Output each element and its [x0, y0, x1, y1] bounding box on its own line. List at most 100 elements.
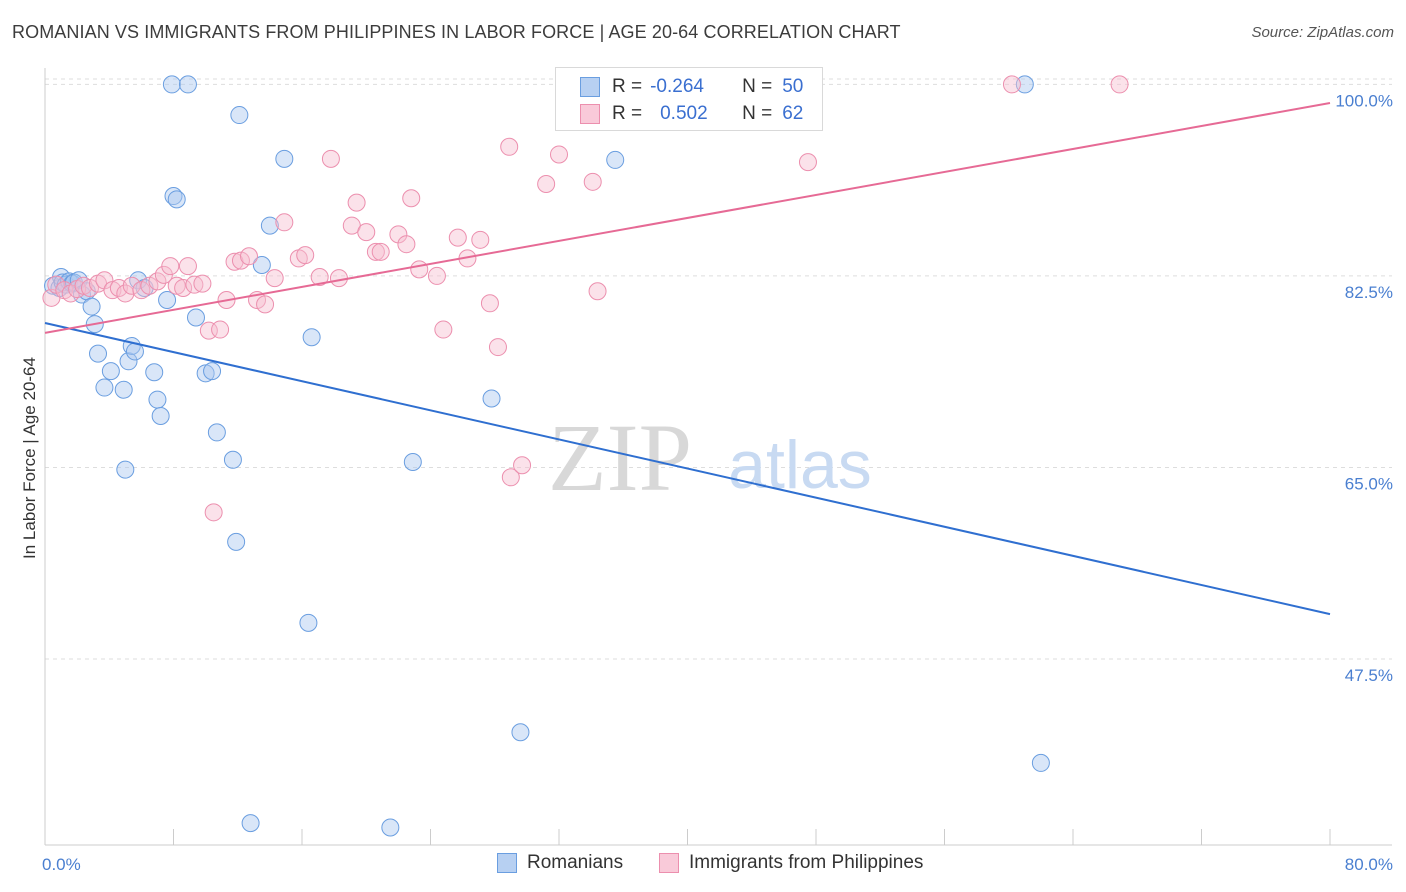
y-tick-label: 82.5% [1345, 283, 1393, 302]
chart-title: ROMANIAN VS IMMIGRANTS FROM PHILIPPINES … [12, 22, 901, 42]
point-philippines [513, 456, 532, 475]
point-philippines [501, 468, 520, 487]
point-romanians [252, 255, 271, 274]
y-axis-label: In Labor Force | Age 20-64 [20, 357, 39, 559]
point-philippines [256, 295, 275, 314]
legend-row-romanians: R = -0.264 N = 50 [580, 74, 803, 100]
legend-r-label: R = [612, 76, 643, 97]
point-romanians [241, 814, 260, 833]
point-philippines [583, 172, 602, 191]
legend-label-philippines: Immigrants from Philippines [689, 852, 924, 873]
legend-r-value: 0.502 [660, 103, 708, 124]
tick-labels: 100.0% 82.5% 65.0% 47.5% 0.0% 80.0% [42, 91, 1393, 874]
legend-item-romanians: Romanians [497, 852, 623, 874]
axes [44, 68, 1392, 846]
point-philippines [329, 269, 348, 288]
point-philippines [148, 272, 167, 291]
point-romanians [145, 363, 164, 382]
point-romanians [186, 308, 205, 327]
point-philippines [204, 503, 223, 522]
trendline-philippines [44, 102, 1331, 334]
point-philippines [211, 320, 230, 339]
point-romanians [482, 389, 501, 408]
point-philippines [500, 137, 519, 156]
point-philippines [161, 257, 180, 276]
point-romanians [178, 75, 197, 94]
point-philippines [434, 320, 453, 339]
series-philippines [42, 75, 1129, 522]
point-philippines [140, 276, 159, 295]
point-romanians [203, 362, 222, 381]
point-romanians [381, 818, 400, 837]
point-philippines [275, 213, 294, 232]
x-tick-label-left: 0.0% [42, 855, 81, 874]
point-philippines [167, 276, 186, 295]
y-tick-label: 47.5% [1345, 666, 1393, 685]
point-philippines [122, 276, 141, 295]
point-philippines [178, 257, 197, 276]
point-philippines [132, 281, 151, 300]
point-philippines [310, 268, 329, 287]
point-philippines [410, 260, 429, 279]
pink-swatch [580, 104, 600, 124]
point-romanians [403, 452, 422, 471]
point-romanians [119, 352, 138, 371]
point-romanians [606, 150, 625, 169]
point-philippines [193, 274, 212, 293]
point-philippines [74, 276, 93, 295]
legend-label-romanians: Romanians [527, 852, 624, 873]
point-philippines [427, 266, 446, 285]
point-romanians [275, 149, 294, 168]
point-philippines [488, 338, 507, 357]
point-romanians [1015, 75, 1034, 94]
point-romanians [162, 75, 181, 94]
point-philippines [588, 282, 607, 301]
point-romanians [299, 613, 318, 632]
point-romanians [167, 190, 186, 209]
point-philippines [357, 223, 376, 242]
source-label: Source: ZipAtlas.com [1251, 24, 1394, 41]
legend-n-label: N = [742, 76, 773, 97]
point-philippines [480, 294, 499, 313]
point-romanians [223, 450, 242, 469]
point-romanians [302, 328, 321, 347]
point-romanians [207, 423, 226, 442]
legend-n-value: 50 [782, 76, 804, 97]
point-romanians [148, 390, 167, 409]
watermark: ZIP atlas [548, 404, 872, 511]
blue-swatch [580, 77, 600, 97]
point-romanians [101, 362, 120, 381]
point-philippines [397, 235, 416, 254]
point-philippines [80, 278, 99, 297]
x-tick-label-right: 80.0% [1345, 855, 1393, 874]
trendlines [44, 102, 1331, 616]
point-romanians [158, 291, 177, 310]
blue-swatch [497, 853, 517, 873]
point-philippines [371, 242, 390, 261]
point-romanians [95, 378, 114, 397]
point-romanians [196, 364, 215, 383]
point-philippines [550, 145, 568, 164]
point-romanians [114, 380, 133, 399]
point-philippines [321, 149, 340, 168]
point-romanians [227, 532, 246, 551]
point-romanians [89, 344, 108, 363]
point-philippines [265, 269, 284, 288]
point-romanians [151, 407, 170, 426]
point-philippines [1002, 75, 1021, 94]
point-philippines [448, 228, 467, 247]
pink-swatch [659, 853, 679, 873]
point-philippines [239, 247, 258, 266]
point-romanians [511, 723, 530, 742]
point-philippines [296, 246, 315, 265]
point-philippines [231, 251, 250, 270]
legend-n-label: N = [742, 103, 773, 124]
point-philippines [402, 189, 421, 208]
point-romanians [82, 297, 101, 316]
point-philippines [1110, 75, 1129, 94]
watermark-zip: ZIP [548, 404, 692, 511]
legend-r-value: -0.264 [650, 76, 704, 97]
point-philippines [471, 230, 490, 249]
correlation-legend: R = -0.264 N = 50 R = 0.502 N = 62 [555, 67, 823, 131]
